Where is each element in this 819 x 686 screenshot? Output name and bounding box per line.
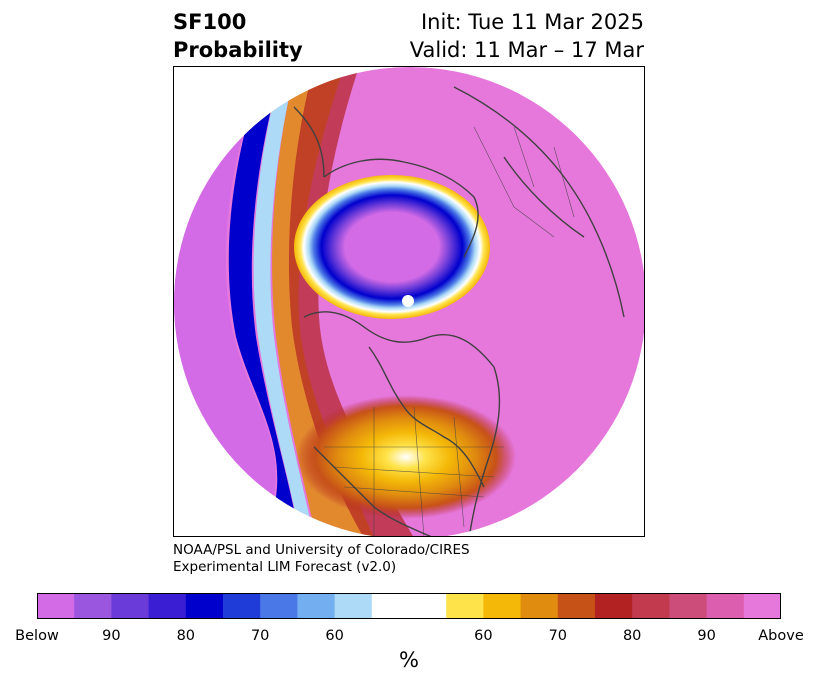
colorbar-tick-label: 80 <box>176 628 196 644</box>
colorbar-swatch <box>446 593 484 619</box>
north-pole-marker <box>402 295 414 307</box>
borders <box>324 126 575 536</box>
us-anomaly <box>296 395 516 519</box>
colorbar-swatch <box>409 593 447 619</box>
credit-model: Experimental LIM Forecast (v2.0) <box>173 559 397 575</box>
probability-map <box>173 66 645 537</box>
colorbar-swatch <box>371 593 410 619</box>
init-date: Init: Tue 11 Mar 2025 <box>420 10 644 34</box>
colorbar-border <box>37 593 781 619</box>
colorbar-swatch <box>223 593 261 619</box>
colorbar-tick-label: Above <box>758 628 804 644</box>
colorbar-swatch <box>74 593 112 619</box>
colorbar-swatch <box>483 593 522 619</box>
colorbar-swatch <box>632 593 670 619</box>
colorbar-swatch <box>520 593 559 619</box>
colorbar-swatch <box>743 593 781 619</box>
coastlines <box>293 86 625 536</box>
arctic-anomaly <box>294 175 490 319</box>
colorbar-tick-label: 90 <box>102 628 121 644</box>
map-title: SF100 Probability <box>173 8 303 64</box>
colorbar-swatch <box>148 593 187 619</box>
colorbar-swatch <box>334 593 373 619</box>
map-canvas <box>174 67 644 536</box>
colorbar-tick-label: 60 <box>474 628 493 644</box>
credit-block: NOAA/PSL and University of Colorado/CIRE… <box>173 542 470 576</box>
weak-below-strip <box>253 67 314 536</box>
colorbar-swatch <box>557 593 596 619</box>
colorbar-swatch <box>111 593 150 619</box>
strong-below-strip <box>228 67 299 536</box>
variable-name: SF100 <box>173 10 247 34</box>
colorbar-swatch <box>37 593 75 619</box>
colorbar-swatch <box>669 593 708 619</box>
colorbar-tick-label: 80 <box>622 628 642 644</box>
colorbar-swatch <box>706 593 745 619</box>
colorbar-tick-label: 70 <box>548 628 568 644</box>
colorbar-unit: % <box>399 648 419 672</box>
colorbar-tick-label: 60 <box>325 628 344 644</box>
colorbar-swatch <box>297 593 336 619</box>
colorbar-tick-label: 90 <box>697 628 716 644</box>
colorbar-tick-label: Below <box>15 628 59 644</box>
valid-range: Valid: 11 Mar – 17 Mar <box>409 38 644 62</box>
product-kind: Probability <box>173 38 303 62</box>
credit-org: NOAA/PSL and University of Colorado/CIRE… <box>173 542 470 558</box>
forecast-dates: Init: Tue 11 Mar 2025 Valid: 11 Mar – 17… <box>410 8 644 64</box>
colorbar-swatch <box>260 593 298 619</box>
colorbar-swatch <box>185 593 224 619</box>
colorbar-swatch <box>595 593 633 619</box>
colorbar <box>37 593 781 619</box>
colorbar-tick-label: 70 <box>250 628 270 644</box>
